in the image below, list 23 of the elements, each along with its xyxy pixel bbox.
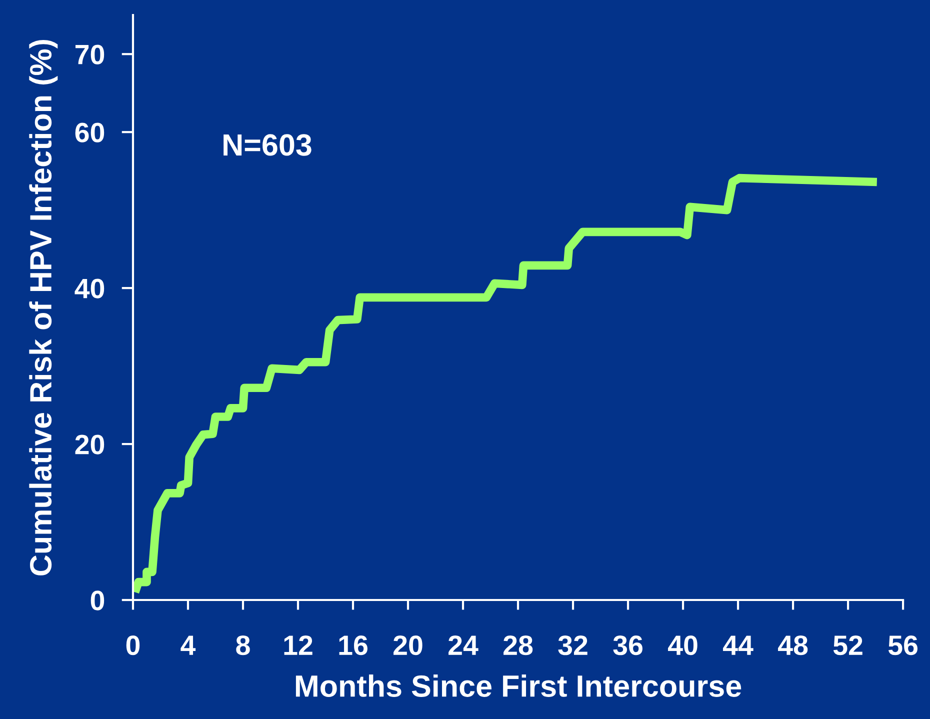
x-tick-label: 36 (613, 635, 642, 656)
y-tick-label: 20 (75, 434, 104, 454)
x-tick-label: 16 (339, 635, 368, 656)
x-tick-label: 56 (888, 635, 918, 656)
x-tick-label: 12 (284, 635, 312, 655)
x-tick-label: 44 (722, 636, 754, 655)
y-tick-label: 70 (76, 44, 104, 64)
x-axis-title: Months Since First Intercourse (296, 674, 742, 697)
y-axis-title: Cumulative Risk of HPV Infection (%) (29, 40, 58, 576)
x-tick-label: 28 (504, 635, 533, 656)
x-tick-label: 8 (236, 635, 250, 656)
x-tick-label: 48 (778, 635, 808, 656)
x-tick-label: 4 (180, 636, 196, 655)
x-tick-label: 40 (668, 635, 698, 656)
x-tick-label: 52 (833, 635, 862, 656)
annotation: N=603 (224, 134, 312, 156)
y-tick-label: 60 (75, 122, 104, 142)
y-tick-label: 0 (90, 590, 104, 610)
x-tick-label: 32 (558, 635, 588, 656)
x-tick-label: 20 (394, 635, 422, 656)
x-tick-label: 24 (448, 635, 478, 655)
x-tick-label: 0 (126, 635, 140, 656)
y-tick-label: 40 (74, 278, 104, 298)
